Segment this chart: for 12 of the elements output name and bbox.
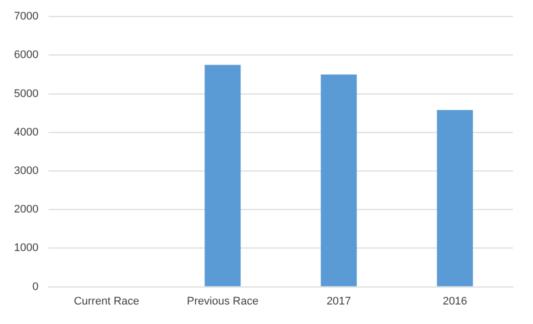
y-tick-label: 0 (32, 280, 38, 293)
y-tick-label: 3000 (14, 165, 38, 178)
x-tick-label: Current Race (74, 295, 140, 308)
x-tick-label: 2017 (326, 295, 352, 308)
y-tick-label: 6000 (14, 49, 38, 62)
x-tick-label: Previous Race (186, 295, 258, 308)
y-tick-label: 7000 (14, 10, 38, 23)
y-tick-label: 4000 (14, 126, 38, 138)
y-tick-label: 1000 (14, 242, 38, 254)
y-tick-label: 2000 (14, 204, 38, 216)
x-tick-label: 2016 (442, 295, 468, 308)
y-tick-label: 5000 (14, 88, 38, 100)
